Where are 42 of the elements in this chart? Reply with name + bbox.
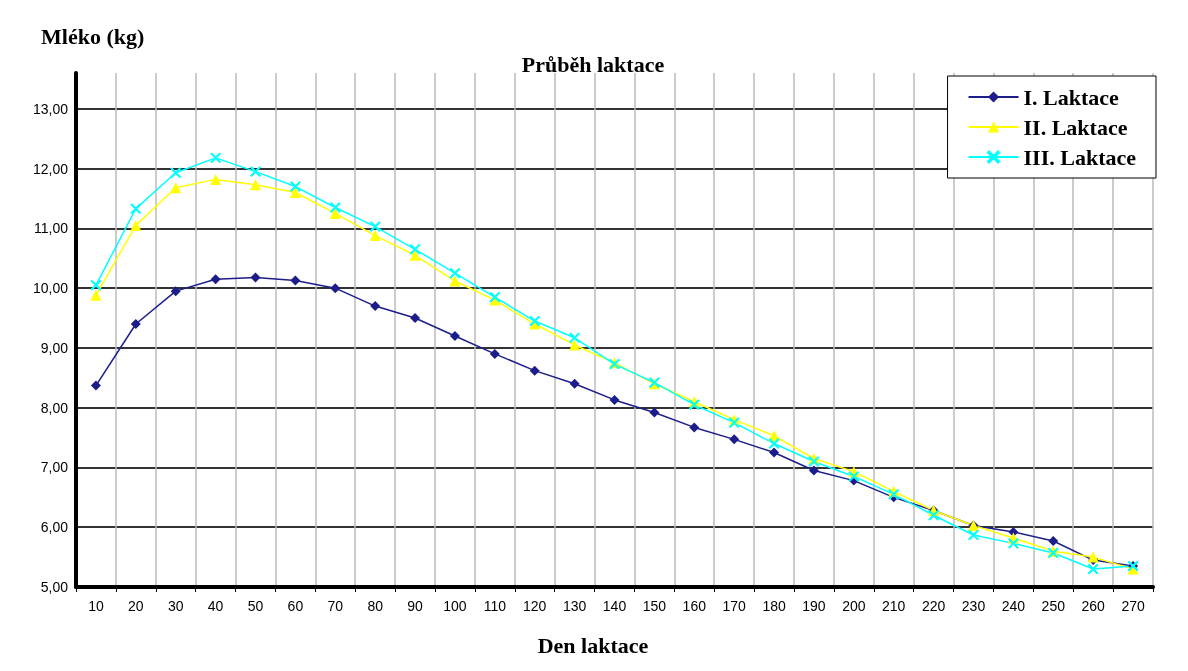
y-tick-label: 10,00 [32, 280, 69, 297]
x-tick-label: 110 [483, 598, 507, 614]
x-tick-label: 60 [287, 598, 304, 614]
x-tick-label: 30 [167, 598, 184, 614]
y-tick-label: 12,00 [32, 160, 69, 177]
x-tick-label: 140 [602, 598, 627, 614]
x-tick-label: 200 [842, 598, 866, 614]
x-tick-label: 130 [562, 598, 587, 614]
x-tick-label: 70 [327, 598, 344, 614]
x-axis-title: Den laktace [537, 632, 649, 658]
y-tick-label: 7,00 [40, 459, 69, 476]
x-tick-label: 100 [443, 598, 467, 614]
y-tick-label: 5,00 [40, 579, 69, 595]
chart-title: Průběh laktace [521, 51, 665, 77]
y-tick-label: 13,00 [32, 100, 69, 117]
legend-label: II. Laktace [1023, 114, 1128, 140]
legend-label: I. Laktace [1023, 84, 1120, 110]
x-tick-label: 250 [1041, 598, 1066, 614]
x-tick-label: 10 [88, 598, 104, 614]
x-tick-label: 80 [367, 598, 384, 614]
x-tick-label: 90 [407, 598, 424, 614]
legend-label: III. Laktace [1023, 144, 1137, 170]
x-tick-label: 160 [682, 598, 707, 614]
x-tick-label: 220 [921, 598, 946, 614]
x-tick-label: 180 [762, 598, 786, 614]
x-tick-label: 260 [1081, 598, 1106, 614]
y-tick-label: 9,00 [40, 339, 69, 356]
x-tick-label: 50 [247, 598, 264, 614]
x-tick-label: 240 [1001, 598, 1026, 614]
y-axis-title: Mléko (kg) [41, 23, 145, 49]
x-tick-label: 210 [882, 598, 906, 614]
x-tick-label: 120 [523, 598, 547, 614]
x-tick-label: 270 [1121, 598, 1145, 614]
x-tick-label: 150 [642, 598, 667, 614]
x-tick-label: 230 [961, 598, 986, 614]
y-tick-label: 8,00 [40, 399, 69, 416]
y-tick-label: 6,00 [40, 519, 69, 536]
x-tick-label: 170 [722, 598, 747, 614]
x-tick-label: 190 [802, 598, 826, 614]
y-tick-label: 11,00 [34, 220, 69, 237]
x-tick-label: 40 [207, 598, 224, 614]
x-tick-label: 20 [128, 598, 144, 614]
